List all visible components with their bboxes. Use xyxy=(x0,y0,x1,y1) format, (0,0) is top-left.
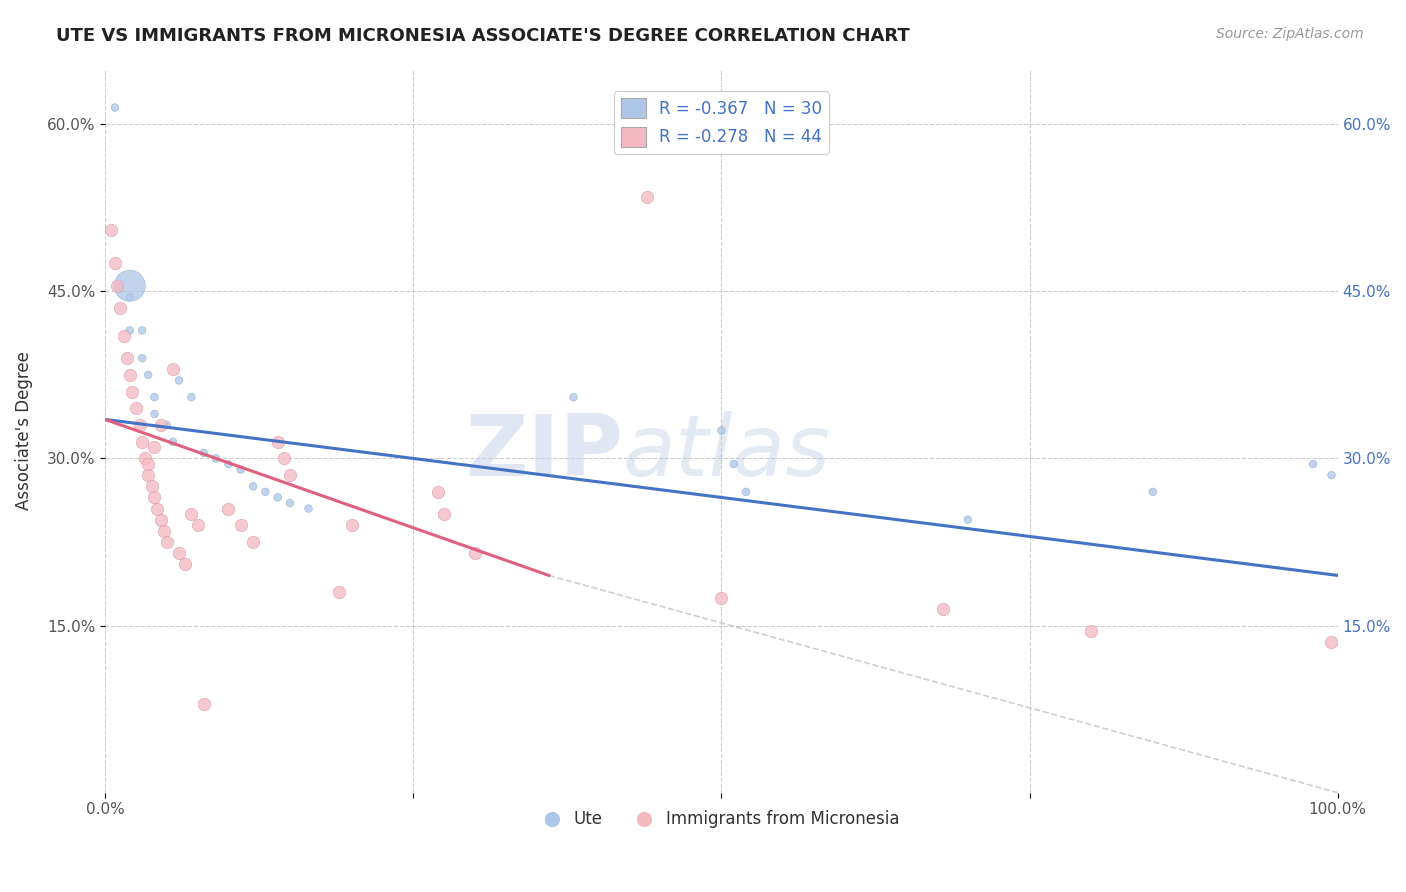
Point xyxy=(108,301,131,315)
Point xyxy=(156,535,179,549)
Point xyxy=(128,417,150,432)
Point xyxy=(149,417,172,432)
Point xyxy=(167,374,190,388)
Point xyxy=(433,507,456,521)
Point xyxy=(117,351,139,366)
Point xyxy=(193,697,215,711)
Point xyxy=(340,518,363,533)
Point xyxy=(149,513,172,527)
Point xyxy=(254,484,277,499)
Point xyxy=(1142,484,1164,499)
Point xyxy=(242,479,264,493)
Point xyxy=(146,501,169,516)
Point xyxy=(636,189,658,203)
Point xyxy=(205,451,228,466)
Point xyxy=(217,457,239,471)
Text: Source: ZipAtlas.com: Source: ZipAtlas.com xyxy=(1216,27,1364,41)
Point xyxy=(134,451,156,466)
Text: UTE VS IMMIGRANTS FROM MICRONESIA ASSOCIATE'S DEGREE CORRELATION CHART: UTE VS IMMIGRANTS FROM MICRONESIA ASSOCI… xyxy=(56,27,910,45)
Point xyxy=(121,384,143,399)
Text: atlas: atlas xyxy=(623,411,831,494)
Point xyxy=(328,585,350,599)
Point xyxy=(131,351,153,366)
Point xyxy=(278,496,301,510)
Point xyxy=(131,434,153,449)
Point xyxy=(118,290,141,304)
Point xyxy=(131,323,153,337)
Point xyxy=(136,368,159,382)
Point xyxy=(180,507,202,521)
Point xyxy=(273,451,295,466)
Point xyxy=(710,591,733,605)
Point xyxy=(153,524,176,538)
Point xyxy=(229,462,252,476)
Point xyxy=(104,256,127,270)
Legend: Ute, Immigrants from Micronesia: Ute, Immigrants from Micronesia xyxy=(537,804,905,835)
Point xyxy=(1302,457,1324,471)
Point xyxy=(723,457,745,471)
Point xyxy=(266,491,288,505)
Point xyxy=(136,457,159,471)
Point xyxy=(266,434,288,449)
Point xyxy=(118,368,141,382)
Point xyxy=(143,390,166,404)
Point xyxy=(932,602,955,616)
Point xyxy=(193,446,215,460)
Point xyxy=(141,479,163,493)
Y-axis label: Associate's Degree: Associate's Degree xyxy=(15,351,32,510)
Point xyxy=(956,513,979,527)
Point xyxy=(180,390,202,404)
Point xyxy=(136,468,159,483)
Text: ZIP: ZIP xyxy=(465,411,623,494)
Point xyxy=(217,501,239,516)
Point xyxy=(735,484,758,499)
Point xyxy=(143,407,166,421)
Point xyxy=(297,501,319,516)
Point xyxy=(100,223,122,237)
Point xyxy=(464,546,486,560)
Point xyxy=(229,518,252,533)
Point xyxy=(125,401,148,416)
Point xyxy=(187,518,209,533)
Point xyxy=(143,440,166,454)
Point xyxy=(710,424,733,438)
Point xyxy=(562,390,585,404)
Point xyxy=(104,101,127,115)
Point xyxy=(167,546,190,560)
Point xyxy=(278,468,301,483)
Point xyxy=(118,278,141,293)
Point xyxy=(107,278,129,293)
Point xyxy=(174,558,197,572)
Point xyxy=(112,329,135,343)
Point xyxy=(162,434,184,449)
Point xyxy=(426,484,449,499)
Point xyxy=(118,323,141,337)
Point xyxy=(162,362,184,376)
Point xyxy=(242,535,264,549)
Point xyxy=(1320,635,1343,649)
Point xyxy=(156,417,179,432)
Point xyxy=(1080,624,1102,639)
Point xyxy=(143,491,166,505)
Point xyxy=(1320,468,1343,483)
